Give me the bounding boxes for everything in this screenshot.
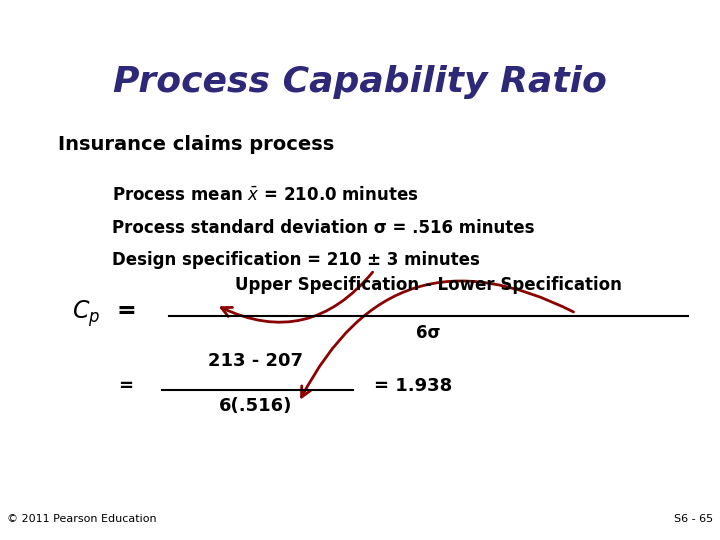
Text: Process standard deviation σ = .516 minutes: Process standard deviation σ = .516 minu… bbox=[112, 219, 534, 237]
Text: =: = bbox=[119, 377, 133, 395]
Text: Upper Specification - Lower Specification: Upper Specification - Lower Specificatio… bbox=[235, 276, 622, 294]
Text: Insurance claims process: Insurance claims process bbox=[58, 135, 334, 154]
Text: © 2011 Pearson Education: © 2011 Pearson Education bbox=[7, 514, 157, 524]
Text: S6 - 65: S6 - 65 bbox=[674, 514, 713, 524]
Text: Process Capability Ratio: Process Capability Ratio bbox=[113, 65, 607, 99]
Text: 213 - 207: 213 - 207 bbox=[208, 352, 303, 370]
FancyArrowPatch shape bbox=[302, 281, 574, 397]
Text: $C_p$  =: $C_p$ = bbox=[72, 298, 135, 328]
Text: 6(.516): 6(.516) bbox=[219, 397, 292, 415]
FancyArrowPatch shape bbox=[221, 272, 373, 322]
Text: Design specification = 210 ± 3 minutes: Design specification = 210 ± 3 minutes bbox=[112, 251, 480, 269]
Text: = 1.938: = 1.938 bbox=[374, 377, 453, 395]
Text: 6σ: 6σ bbox=[416, 324, 441, 342]
Text: Process mean $\bar{x}$ = 210.0 minutes: Process mean $\bar{x}$ = 210.0 minutes bbox=[112, 186, 418, 204]
